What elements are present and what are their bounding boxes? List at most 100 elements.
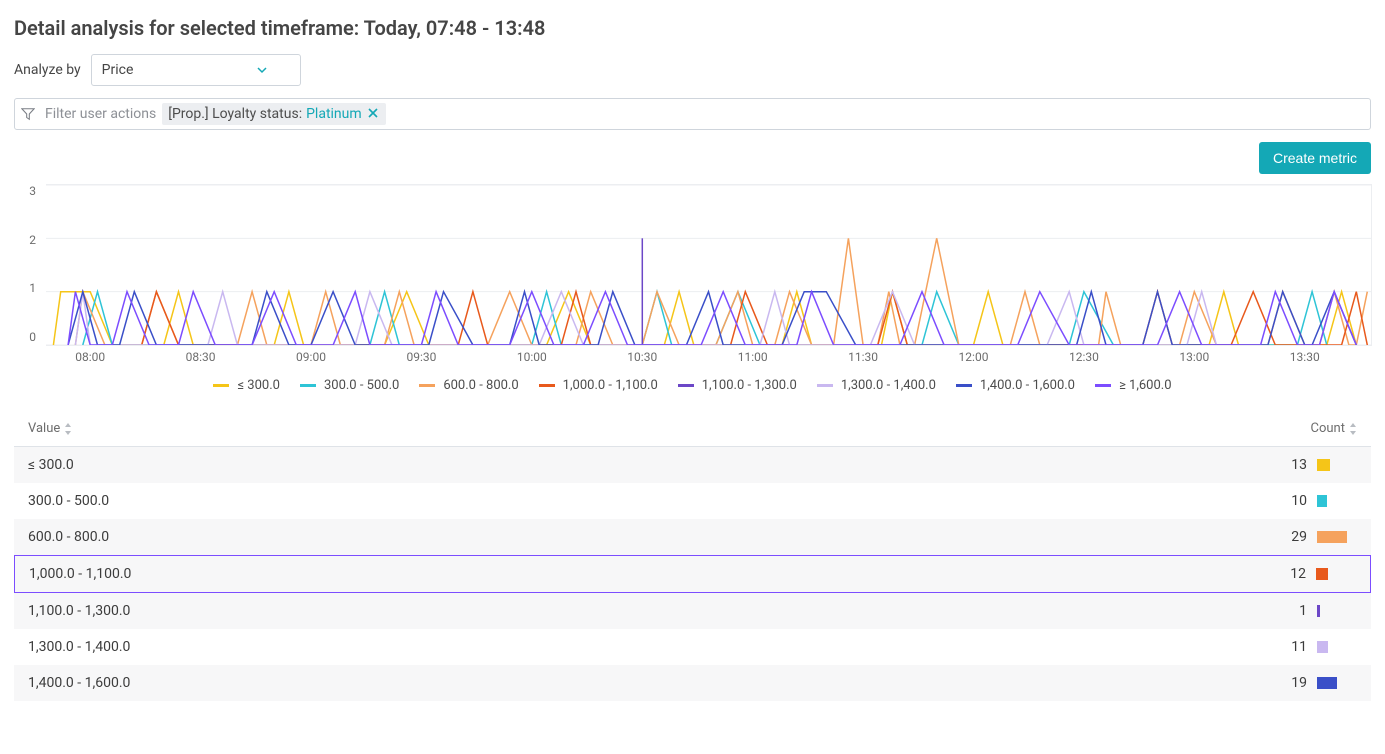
chart-y-axis: 3 2 1 0 [14, 184, 36, 344]
legend-label: 1,300.0 - 1,400.0 [841, 378, 936, 393]
row-count-bar [1317, 459, 1357, 471]
legend-item[interactable]: 1,000.0 - 1,100.0 [539, 378, 658, 393]
row-count-bar-fill [1317, 531, 1347, 543]
row-value: ≤ 300.0 [28, 457, 74, 473]
chevron-down-icon [256, 64, 268, 76]
legend-swatch [213, 384, 229, 387]
row-count-bar [1316, 568, 1356, 580]
row-right: 13 [1267, 457, 1357, 473]
legend-swatch [539, 384, 555, 387]
row-count-bar [1317, 641, 1357, 653]
legend-swatch [300, 384, 316, 387]
filter-chip-value: Platinum [306, 106, 362, 122]
row-count: 10 [1277, 493, 1307, 509]
x-tick: 11:30 [848, 350, 878, 364]
row-count: 13 [1277, 457, 1307, 473]
x-tick: 09:00 [296, 350, 326, 364]
row-count: 11 [1277, 639, 1307, 655]
table-row[interactable]: 1,400.0 - 1,600.0 19 [14, 665, 1371, 701]
legend-swatch [419, 384, 435, 387]
table-row[interactable]: 1,300.0 - 1,400.0 11 [14, 629, 1371, 665]
filter-chip-prop: [Prop.] Loyalty status: [168, 106, 302, 122]
analyze-by-select-wrap: Price [91, 54, 301, 86]
table-row[interactable]: 300.0 - 500.010 [14, 483, 1371, 519]
row-count-bar-fill [1317, 459, 1330, 471]
col-header-value[interactable]: Value [28, 421, 72, 436]
legend-label: ≤ 300.0 [237, 378, 280, 393]
row-count-bar [1317, 531, 1357, 543]
analyze-by-label: Analyze by [14, 62, 81, 78]
y-tick: 1 [29, 281, 36, 295]
x-tick: 08:00 [75, 350, 105, 364]
row-right: 11 [1267, 639, 1357, 655]
y-tick: 0 [29, 330, 36, 344]
chart-wrap: 3210 08:0008:3009:0009:3010:0010:3011:00… [14, 184, 1371, 366]
chart-x-axis: 08:0008:3009:0009:3010:0010:3011:0011:30… [46, 350, 1371, 366]
legend-item[interactable]: 600.0 - 800.0 [419, 378, 518, 393]
action-row: Create metric [14, 142, 1371, 174]
filter-placeholder: Filter user actions [45, 106, 156, 122]
row-value: 600.0 - 800.0 [28, 529, 109, 545]
page-title: Detail analysis for selected timeframe: … [14, 16, 1371, 40]
filter-chip[interactable]: [Prop.] Loyalty status: Platinum [162, 103, 385, 125]
legend-item[interactable]: 1,400.0 - 1,600.0 [956, 378, 1075, 393]
row-count-bar [1317, 677, 1357, 689]
row-value: 1,400.0 - 1,600.0 [28, 675, 130, 691]
row-right: 29 [1267, 529, 1357, 545]
chart-legend: ≤ 300.0 300.0 - 500.0 600.0 - 800.0 1,000.0… [14, 378, 1371, 393]
y-tick: 3 [29, 184, 36, 198]
row-count-bar [1317, 495, 1357, 507]
analyze-by-value: Price [102, 62, 134, 78]
filter-chip-close[interactable] [366, 106, 380, 122]
row-count-bar-fill [1317, 495, 1327, 507]
row-count-bar-fill [1317, 641, 1328, 653]
legend-swatch [678, 384, 694, 387]
legend-item[interactable]: 300.0 - 500.0 [300, 378, 399, 393]
row-count-bar-fill [1317, 605, 1320, 617]
legend-item[interactable]: 1,100.0 - 1,300.0 [678, 378, 797, 393]
x-tick: 08:30 [186, 350, 216, 364]
row-count: 19 [1277, 675, 1307, 691]
table-row[interactable]: 600.0 - 800.0 29 [14, 519, 1371, 555]
legend-swatch [817, 384, 833, 387]
filter-bar[interactable]: Filter user actions [Prop.] Loyalty stat… [14, 98, 1371, 130]
create-metric-button[interactable]: Create metric [1259, 142, 1371, 174]
line-chart[interactable] [46, 184, 1372, 346]
sort-icon [64, 421, 72, 436]
table-header: Value Count [14, 411, 1371, 447]
x-tick: 09:30 [406, 350, 436, 364]
x-tick: 12:30 [1069, 350, 1099, 364]
row-count: 12 [1276, 566, 1306, 582]
legend-item[interactable]: ≥ 1,600.0 [1095, 378, 1172, 393]
row-value: 1,300.0 - 1,400.0 [28, 639, 130, 655]
legend-item[interactable]: ≤ 300.0 [213, 378, 280, 393]
row-count-bar-fill [1317, 677, 1337, 689]
row-right: 19 [1267, 675, 1357, 691]
legend-label: 300.0 - 500.0 [324, 378, 399, 393]
legend-label: 1,000.0 - 1,100.0 [563, 378, 658, 393]
sort-icon [1349, 421, 1357, 436]
legend-swatch [1095, 384, 1111, 387]
legend-label: ≥ 1,600.0 [1119, 378, 1172, 393]
row-right: 10 [1267, 493, 1357, 509]
data-table: Value Count ≤ 300.013300.0 - 500.010600.… [14, 411, 1371, 701]
x-tick: 12:00 [959, 350, 989, 364]
close-icon [368, 108, 378, 118]
row-value: 1,000.0 - 1,100.0 [29, 566, 131, 582]
col-header-count[interactable]: Count [1311, 421, 1357, 436]
legend-item[interactable]: 1,300.0 - 1,400.0 [817, 378, 936, 393]
row-count-bar-fill [1316, 568, 1328, 580]
x-tick: 13:30 [1290, 350, 1320, 364]
col-header-count-label: Count [1311, 421, 1345, 436]
legend-swatch [956, 384, 972, 387]
row-right: 1 [1267, 603, 1357, 619]
row-count-bar [1317, 605, 1357, 617]
table-row[interactable]: 1,100.0 - 1,300.01 [14, 593, 1371, 629]
x-tick: 11:00 [738, 350, 768, 364]
y-tick: 2 [29, 233, 36, 247]
table-row[interactable]: ≤ 300.0 13 [14, 447, 1371, 483]
row-count: 1 [1277, 603, 1307, 619]
analyze-by-select[interactable]: Price [91, 54, 301, 86]
table-row[interactable]: 1,000.0 - 1,100.0 12 [14, 555, 1371, 593]
row-count: 29 [1277, 529, 1307, 545]
